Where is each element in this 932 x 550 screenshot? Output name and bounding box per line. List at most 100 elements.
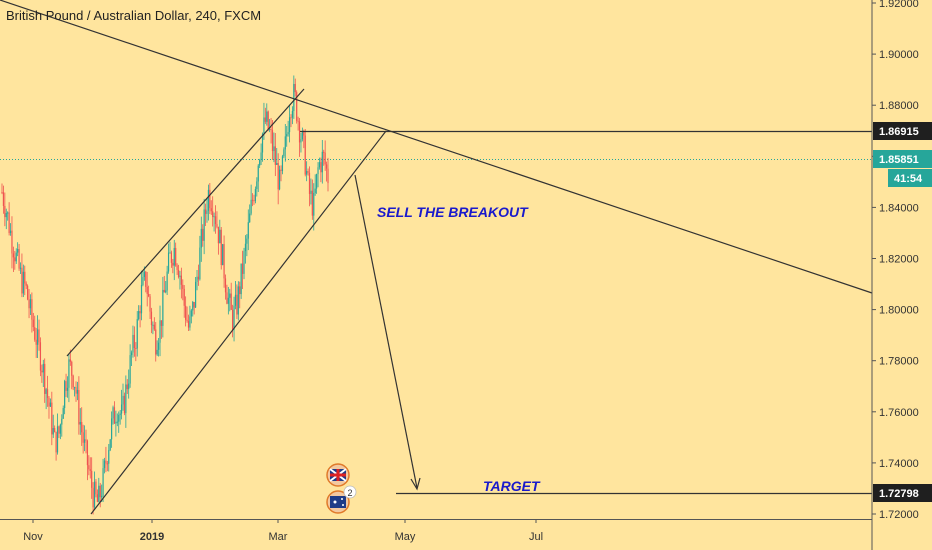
candle-body bbox=[11, 230, 13, 254]
candle-body bbox=[222, 244, 224, 265]
candle-body bbox=[159, 320, 161, 343]
candle-body bbox=[130, 352, 133, 356]
candle-body bbox=[58, 426, 60, 434]
candle-body bbox=[195, 281, 197, 308]
candle-body bbox=[42, 363, 44, 373]
price-tick-label: 1.88000 bbox=[879, 100, 919, 112]
candle-body bbox=[125, 384, 127, 414]
candle-body bbox=[81, 422, 83, 433]
candle-body bbox=[320, 162, 322, 173]
price-tick-label: 1.84000 bbox=[879, 202, 919, 214]
candle-body bbox=[172, 262, 174, 266]
candle-body bbox=[18, 249, 20, 269]
candle-body bbox=[210, 208, 212, 212]
au-flag-icon[interactable]: 2 bbox=[326, 485, 357, 514]
candle-body bbox=[115, 421, 117, 424]
candle-body bbox=[283, 149, 285, 157]
candle-body bbox=[270, 128, 272, 131]
candle-body bbox=[113, 407, 116, 424]
candle-body bbox=[135, 348, 137, 350]
candle-body bbox=[156, 349, 158, 355]
candle-body bbox=[122, 395, 124, 405]
time-tick-label: Jul bbox=[529, 531, 543, 543]
candle-body bbox=[116, 421, 118, 423]
candle-body bbox=[214, 216, 217, 225]
arrow-head-icon bbox=[410, 477, 421, 491]
candle-body bbox=[148, 293, 150, 297]
candle-body bbox=[166, 271, 168, 291]
candle-body bbox=[177, 269, 180, 277]
candle-body bbox=[187, 321, 190, 328]
time-tick-label: Nov bbox=[23, 531, 43, 543]
candle-body bbox=[138, 311, 140, 320]
candle-body bbox=[21, 267, 23, 294]
candle-body bbox=[294, 83, 296, 93]
candle-body bbox=[170, 252, 173, 263]
candle-body bbox=[213, 216, 215, 218]
candle-body bbox=[41, 370, 43, 373]
candle-body bbox=[186, 319, 188, 322]
candle-body bbox=[54, 428, 56, 432]
candle-body bbox=[152, 324, 154, 326]
candle-body bbox=[12, 253, 14, 258]
candle-body bbox=[251, 199, 254, 201]
time-axis-ticks: Nov 2019 Mar May Jul bbox=[23, 519, 543, 543]
candle-body bbox=[128, 383, 130, 390]
candle-body bbox=[293, 83, 295, 111]
candle-body bbox=[75, 387, 77, 394]
candle-body bbox=[44, 363, 46, 394]
chart-title: British Pound / Australian Dollar, 240, … bbox=[6, 8, 262, 23]
candle-body bbox=[2, 192, 5, 206]
candle-body bbox=[165, 290, 167, 293]
svg-text:1.85851: 1.85851 bbox=[879, 154, 919, 166]
candle-body bbox=[327, 168, 329, 184]
time-tick-label: Mar bbox=[269, 531, 288, 543]
candle-body bbox=[307, 171, 309, 173]
candle-body bbox=[257, 165, 259, 182]
candle-body bbox=[169, 252, 171, 254]
candle-body bbox=[149, 296, 151, 312]
candle-body bbox=[82, 432, 84, 443]
candle-body bbox=[56, 426, 59, 453]
candle-body bbox=[29, 299, 32, 309]
candle-body bbox=[217, 226, 219, 244]
candle-body bbox=[55, 431, 57, 453]
candle-body bbox=[304, 135, 306, 175]
candle-body bbox=[93, 481, 96, 508]
candle-body bbox=[267, 111, 269, 130]
candle-body bbox=[120, 404, 123, 414]
candle-body bbox=[140, 284, 143, 314]
candle-body bbox=[316, 174, 318, 189]
candle-body bbox=[278, 169, 281, 190]
price-tick-label: 1.74000 bbox=[879, 458, 919, 470]
price-tick-label: 1.90000 bbox=[879, 49, 919, 61]
candle-body bbox=[129, 355, 131, 384]
candle-body bbox=[204, 209, 207, 214]
candle-body bbox=[179, 275, 181, 277]
candle-body bbox=[216, 224, 218, 227]
candle-body bbox=[175, 247, 177, 266]
candle-body bbox=[132, 334, 134, 353]
channel-lower-line bbox=[90, 130, 387, 515]
price-tick-label: 1.76000 bbox=[879, 407, 919, 419]
candle-body bbox=[324, 152, 326, 165]
candle-body bbox=[167, 252, 170, 272]
candle-body bbox=[28, 299, 30, 309]
candle-body bbox=[68, 359, 70, 388]
candle-body bbox=[150, 311, 153, 326]
candle-body bbox=[133, 334, 135, 349]
candle-body bbox=[254, 189, 256, 202]
resistance-price-tag: 1.86915 bbox=[873, 122, 932, 140]
svg-text:1.72798: 1.72798 bbox=[879, 488, 919, 500]
candle-body bbox=[223, 244, 225, 279]
candle-body bbox=[89, 469, 91, 471]
candle-body bbox=[311, 190, 313, 216]
candle-body bbox=[9, 230, 12, 234]
candle-body bbox=[176, 265, 178, 270]
price-axis[interactable] bbox=[872, 0, 932, 550]
candle-body bbox=[233, 305, 235, 330]
uk-flag-icon[interactable] bbox=[326, 463, 350, 487]
candle-body bbox=[236, 294, 238, 315]
